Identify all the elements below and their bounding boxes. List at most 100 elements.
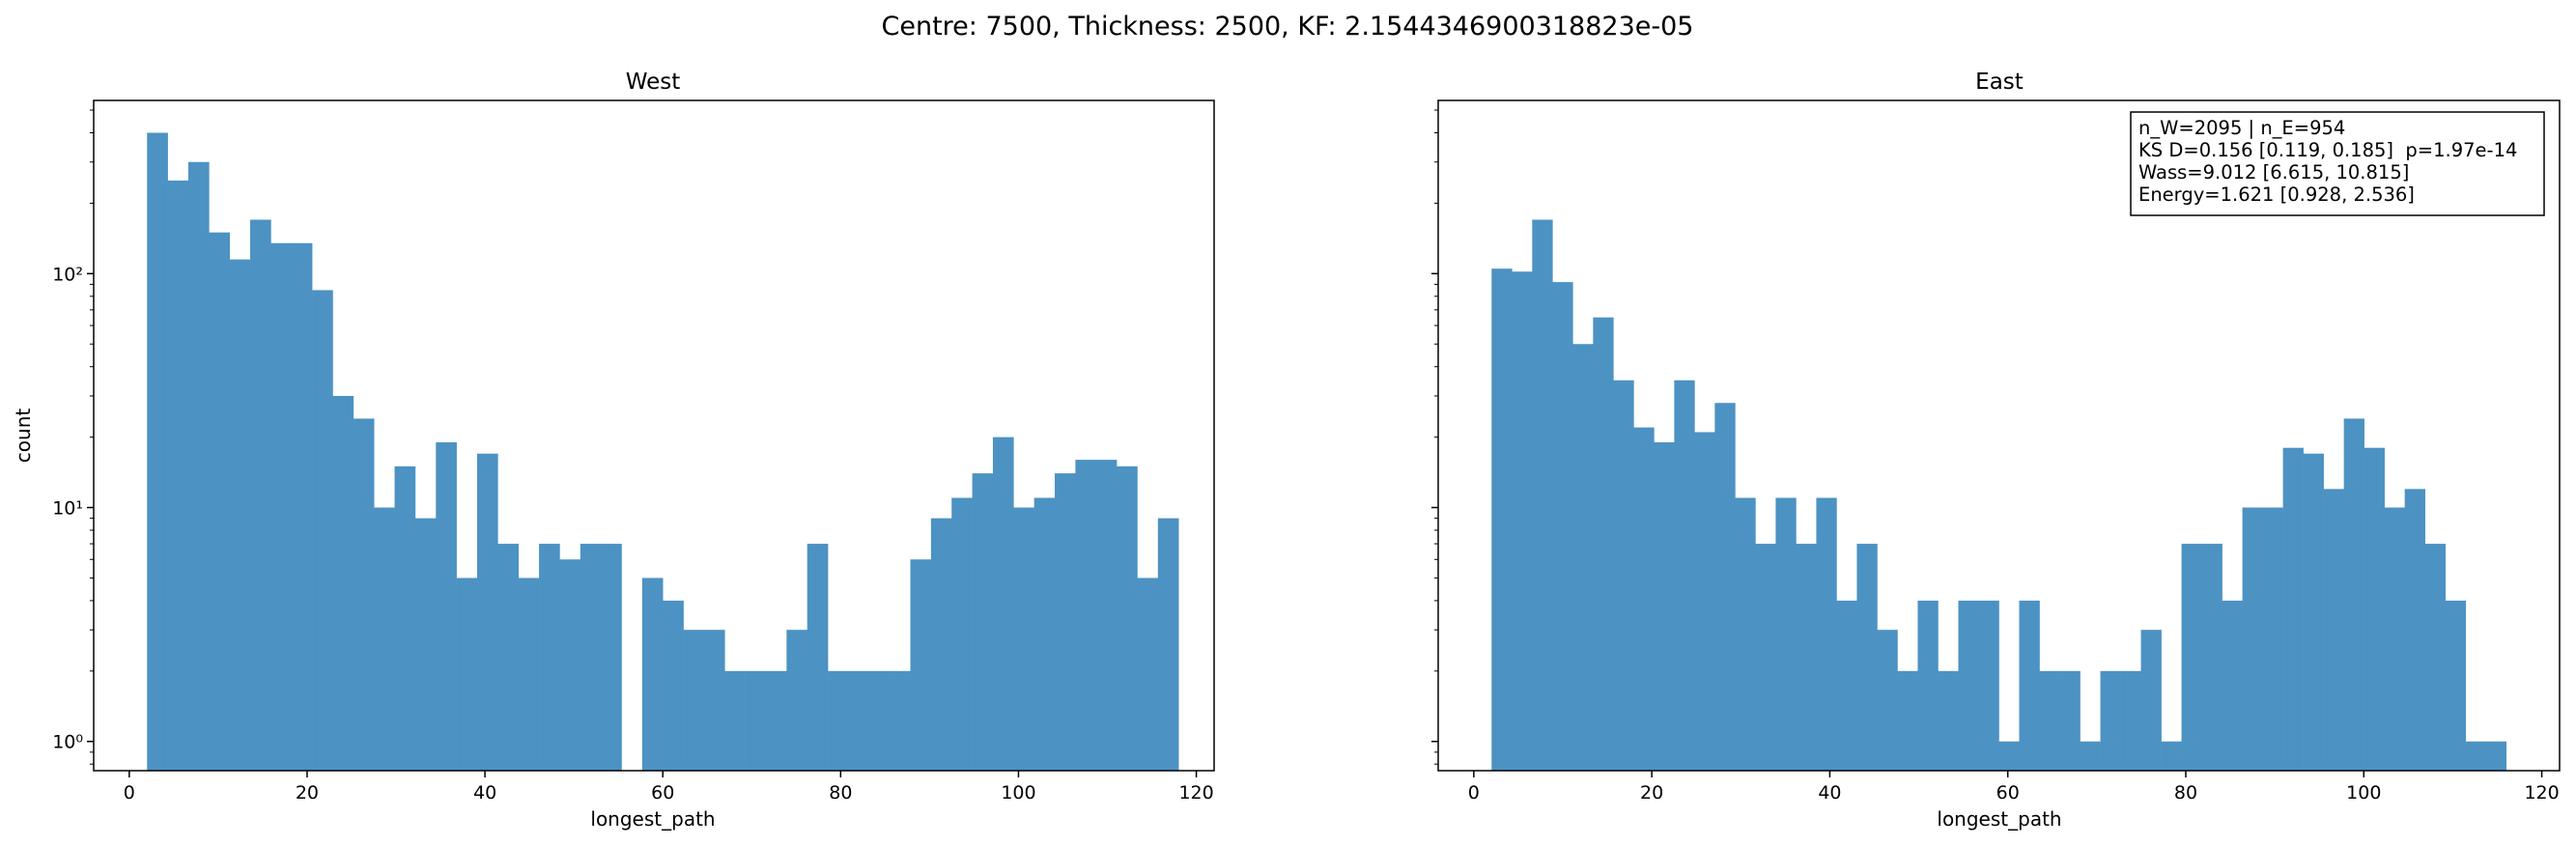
east-bar	[1897, 670, 1918, 771]
panel-east-ticks: 0 20 40 60 80 100 120	[1431, 109, 2560, 804]
east-bar	[1633, 427, 1655, 771]
west-bar	[332, 395, 354, 771]
west-bar	[1055, 473, 1076, 771]
panel-west-bars	[147, 132, 1179, 772]
east-bar	[2019, 600, 2040, 771]
east-bar	[1512, 271, 1533, 771]
west-bar	[663, 600, 684, 771]
east-bar	[1572, 344, 1594, 771]
east-x-tick-label: 40	[1818, 782, 1841, 804]
west-y-tick-label: 10¹	[52, 498, 83, 520]
east-bar	[1917, 600, 1939, 771]
west-bar	[641, 578, 664, 771]
east-bar	[2120, 670, 2141, 771]
west-bar	[683, 630, 705, 771]
east-bar	[2364, 447, 2385, 771]
west-x-tick-label: 80	[829, 782, 852, 804]
east-x-tick-label: 20	[1640, 782, 1663, 804]
east-bar	[2181, 544, 2202, 771]
west-bar	[1117, 465, 1138, 771]
west-bar	[394, 465, 416, 771]
east-bar	[1775, 497, 1797, 771]
west-bar	[1137, 578, 1159, 771]
east-bar	[1836, 600, 1857, 771]
west-bar	[724, 670, 746, 771]
east-bar	[2080, 741, 2101, 771]
west-bar	[353, 418, 375, 771]
west-x-tick-label: 0	[124, 782, 135, 804]
west-bar	[270, 242, 293, 771]
west-bar	[414, 518, 437, 771]
east-x-tick-label: 60	[1996, 782, 2020, 804]
east-bar	[1755, 544, 1776, 771]
east-bar	[2242, 507, 2263, 771]
east-bar	[1938, 670, 1959, 771]
east-bar	[2465, 741, 2487, 771]
west-bar	[1033, 497, 1056, 771]
east-bar	[2262, 507, 2283, 771]
west-x-tick-label: 20	[296, 782, 319, 804]
west-bar	[229, 259, 251, 772]
stats-line-counts: n_W=2095 | n_E=954	[2138, 117, 2345, 139]
east-bar	[1714, 403, 1736, 771]
west-bar	[291, 242, 313, 771]
east-bar	[2039, 670, 2060, 771]
west-bar	[147, 132, 168, 772]
figure-title: Centre: 7500, Thickness: 2500, KF: 2.154…	[882, 12, 1694, 42]
west-bar	[209, 232, 230, 771]
east-bar	[1958, 600, 1979, 771]
west-bar	[374, 507, 395, 771]
west-y-tick-label: 10⁰	[52, 732, 83, 753]
west-bar	[868, 670, 891, 771]
west-x-tick-label: 60	[651, 782, 674, 804]
west-bar	[828, 670, 849, 771]
east-bar	[2222, 600, 2243, 771]
panel-west-ticks: 0 20 40 60 80 100 120 10⁰ 10¹ 10²	[52, 109, 1214, 804]
west-bar	[807, 544, 829, 771]
west-bar	[167, 180, 189, 772]
west-bar	[601, 544, 622, 771]
west-x-tick-label: 40	[473, 782, 496, 804]
panel-east-frame	[1437, 99, 2561, 772]
panel-west: West 0 20 40 60 80 100 120 10⁰ 10¹ 10² longest_pa…	[12, 70, 1215, 831]
east-x-tick-label: 100	[2346, 782, 2381, 804]
west-bar	[951, 497, 973, 771]
west-bar	[745, 670, 767, 771]
west-bar	[476, 453, 498, 771]
panel-west-frame	[93, 99, 1215, 772]
east-bar	[1735, 497, 1756, 771]
west-bar	[992, 437, 1014, 771]
west-bar	[436, 442, 457, 771]
east-bar	[2201, 544, 2222, 771]
west-bar	[518, 578, 540, 771]
east-bar	[1552, 282, 1573, 771]
west-bar	[580, 544, 602, 771]
east-bar	[2161, 741, 2182, 771]
west-x-tick-label: 120	[1178, 782, 1213, 804]
west-x-tick-label: 100	[1001, 782, 1035, 804]
east-bar	[2384, 507, 2405, 771]
east-bar	[2404, 489, 2425, 771]
west-bar	[1157, 518, 1179, 771]
east-bar	[2485, 741, 2507, 771]
west-bar	[1013, 507, 1034, 771]
west-bar	[250, 219, 271, 772]
panel-west-ylabel: count	[12, 409, 35, 464]
east-bar	[1877, 630, 1898, 771]
stats-box-frame	[2130, 111, 2545, 216]
east-bar	[1796, 544, 1817, 771]
east-bar	[2140, 630, 2162, 771]
east-bar	[1998, 741, 2020, 771]
west-bar	[766, 670, 787, 771]
east-x-tick-label: 80	[2174, 782, 2197, 804]
west-bar	[456, 578, 478, 771]
east-bar	[2059, 670, 2081, 771]
panel-west-xlabel: longest_path	[590, 807, 715, 831]
east-bar	[1694, 432, 1715, 771]
east-bar	[1856, 544, 1878, 771]
west-bar	[930, 518, 952, 771]
east-bar	[2424, 544, 2446, 771]
west-bar	[1095, 460, 1118, 771]
east-bar	[2445, 600, 2466, 771]
west-bar	[559, 559, 581, 771]
